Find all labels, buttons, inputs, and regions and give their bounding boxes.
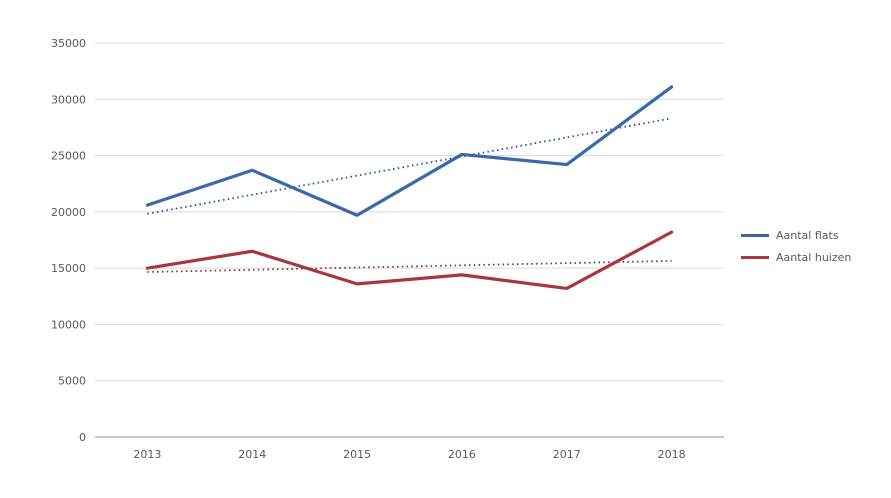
legend-item-aantal-flats: Aantal flats <box>741 229 851 242</box>
y-tick-label: 30000 <box>51 93 86 106</box>
y-tick-label: 0 <box>79 431 86 444</box>
y-tick-label: 5000 <box>58 375 86 388</box>
x-tick-label: 2016 <box>448 448 476 461</box>
legend-label: Aantal huizen <box>776 251 852 264</box>
y-tick-label: 35000 <box>51 37 86 50</box>
x-tick-label: 2015 <box>343 448 371 461</box>
chart-legend: Aantal flats Aantal huizen <box>741 229 851 264</box>
x-tick-label: 2014 <box>238 448 266 461</box>
legend-swatch-line <box>741 234 769 237</box>
y-tick-label: 20000 <box>51 206 86 219</box>
y-tick-label: 15000 <box>51 262 86 275</box>
trendline-aantal-flats <box>147 117 672 215</box>
x-tick-label: 2018 <box>658 448 686 461</box>
series-line-aantal-flats <box>145 85 674 217</box>
trendline-aantal-huizen <box>147 260 672 273</box>
x-tick-label: 2017 <box>553 448 581 461</box>
legend-item-aantal-huizen: Aantal huizen <box>741 251 851 264</box>
x-tick-label: 2013 <box>133 448 161 461</box>
y-tick-label: 10000 <box>51 318 86 331</box>
legend-label: Aantal flats <box>776 229 839 242</box>
y-tick-label: 25000 <box>51 150 86 163</box>
legend-swatch-line <box>741 256 769 259</box>
series-line-aantal-huizen <box>145 230 674 291</box>
